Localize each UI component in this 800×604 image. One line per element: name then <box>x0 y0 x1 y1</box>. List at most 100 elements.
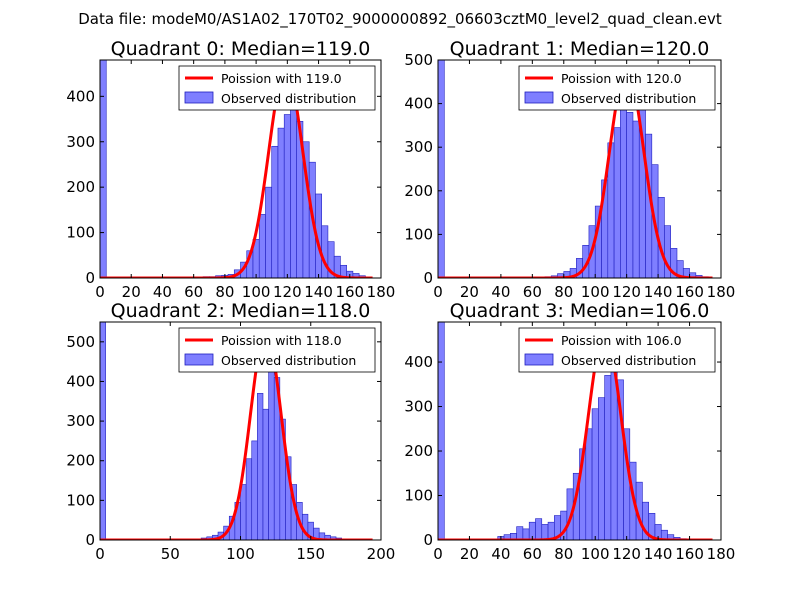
histogram-bar <box>626 112 634 278</box>
histogram-bar <box>604 375 612 540</box>
x-tick-label: 40 <box>153 283 172 301</box>
x-tick-label: 100 <box>242 283 271 301</box>
histogram-bar <box>251 440 258 540</box>
x-tick-label: 120 <box>612 283 641 301</box>
x-tick-label: 60 <box>523 545 542 563</box>
x-tick-label: 160 <box>675 283 704 301</box>
x-tick-label: 20 <box>460 283 479 301</box>
y-tick-label: 200 <box>66 452 95 470</box>
poisson-curves <box>100 67 373 278</box>
quadrant-3-plot: 0 20 40 60 80 100 120 140 160 1800100200300400Qua… <box>404 300 735 563</box>
poisson-curve <box>100 67 373 278</box>
x-tick-label: 200 <box>367 545 396 563</box>
histogram-bar <box>585 428 593 540</box>
x-tick-label: 60 <box>184 283 203 301</box>
histogram-bar <box>438 322 445 540</box>
histogram-bar <box>632 120 640 278</box>
legend-label-observed: Observed distribution <box>561 353 696 368</box>
x-tick-label: 140 <box>304 283 333 301</box>
y-tick-label: 100 <box>66 224 95 242</box>
histogram-bar <box>541 524 549 540</box>
quadrant-title: Quadrant 1: Median=120.0 <box>450 38 710 60</box>
x-tick-label: 20 <box>460 545 479 563</box>
histogram-bar <box>283 114 291 278</box>
poisson-curve <box>438 68 713 278</box>
x-tick-label: 0 <box>433 283 443 301</box>
x-tick-label: 160 <box>335 283 364 301</box>
x-tick-label: 80 <box>554 545 573 563</box>
legend-label-observed: Observed distribution <box>221 353 356 368</box>
histogram-bar <box>438 60 445 278</box>
legend-bar-swatch <box>524 91 554 104</box>
x-tick-label: 0 <box>95 545 105 563</box>
x-tick-label: 60 <box>523 283 542 301</box>
y-tick-label: 300 <box>66 133 95 151</box>
histogram-bar <box>620 85 627 278</box>
histogram-bar <box>100 322 106 540</box>
x-tick-label: 120 <box>612 545 641 563</box>
legend-bar-swatch <box>184 353 214 366</box>
x-tick-label: 160 <box>675 545 704 563</box>
histogram-bar <box>522 528 530 540</box>
y-tick-label: 0 <box>85 269 95 287</box>
figure-suptitle: Data file: modeM0/AS1A02_170T02_90000008… <box>78 10 722 29</box>
y-tick-label: 500 <box>66 333 95 351</box>
y-tick-label: 200 <box>404 442 433 460</box>
legend-label-poisson: Poission with 118.0 <box>221 333 342 348</box>
legend-label-poisson: Poission with 120.0 <box>561 71 682 86</box>
y-tick-label: 0 <box>85 531 95 549</box>
histogram-bar <box>271 145 279 278</box>
histogram-bar <box>245 458 253 540</box>
histogram-bar <box>277 127 285 278</box>
y-tick-label: 300 <box>404 138 433 156</box>
histogram-bar <box>268 349 275 540</box>
axes-frame <box>437 59 722 279</box>
quadrant-title: Quadrant 3: Median=106.0 <box>450 300 710 322</box>
x-tick-label: 80 <box>554 283 573 301</box>
y-tick-label: 100 <box>66 491 95 509</box>
legend-bar-swatch <box>184 91 214 104</box>
y-tick-label: 400 <box>66 372 95 390</box>
histogram-bar <box>240 484 247 540</box>
x-tick-label: 0 <box>95 283 105 301</box>
y-tick-label: 400 <box>404 353 433 371</box>
poisson-curves <box>438 68 713 278</box>
legend: Poission with 106.0 Observed distribution <box>518 327 716 373</box>
axes-frame <box>99 59 382 279</box>
x-tick-label: 180 <box>707 283 736 301</box>
x-tick-label: 120 <box>273 283 302 301</box>
quadrant-2-plot: 0 50 100 150 200 0 100 200 300 400 500 Quadrant 2: … <box>66 300 395 563</box>
legend: Poission with 119.0 Observed distribution <box>178 65 376 111</box>
legend-label-observed: Observed distribution <box>221 91 356 106</box>
legend: Poission with 120.0 Observed distribution <box>518 65 716 111</box>
legend: Poission with 118.0 Observed distribution <box>178 327 376 373</box>
x-tick-label: 80 <box>215 283 234 301</box>
legend-label-poisson: Poission with 119.0 <box>221 71 342 86</box>
x-tick-label: 150 <box>296 545 325 563</box>
y-tick-label: 300 <box>66 412 95 430</box>
histogram-bar <box>262 408 269 540</box>
y-tick-label: 200 <box>66 178 95 196</box>
y-tick-label: 100 <box>404 487 433 505</box>
histogram-bar <box>613 127 621 278</box>
histogram-bar <box>321 225 329 278</box>
y-tick-label: 0 <box>423 269 433 287</box>
x-tick-label: 40 <box>491 545 510 563</box>
axes-frame <box>437 321 722 541</box>
y-tick-label: 100 <box>404 225 433 243</box>
x-tick-label: 180 <box>367 283 396 301</box>
y-tick-label: 200 <box>404 182 433 200</box>
histogram-bar <box>265 186 273 278</box>
x-tick-label: 140 <box>644 283 673 301</box>
legend-bar-swatch <box>524 353 554 366</box>
histogram-bar <box>591 408 599 540</box>
x-tick-label: 100 <box>581 545 610 563</box>
x-tick-label: 40 <box>491 283 510 301</box>
histogram-bar <box>598 397 605 540</box>
y-tick-label: 500 <box>404 51 433 69</box>
legend-label-poisson: Poission with 106.0 <box>561 333 682 348</box>
histogram-bar <box>535 518 543 540</box>
histogram-bar <box>257 393 264 540</box>
y-tick-label: 0 <box>423 531 433 549</box>
